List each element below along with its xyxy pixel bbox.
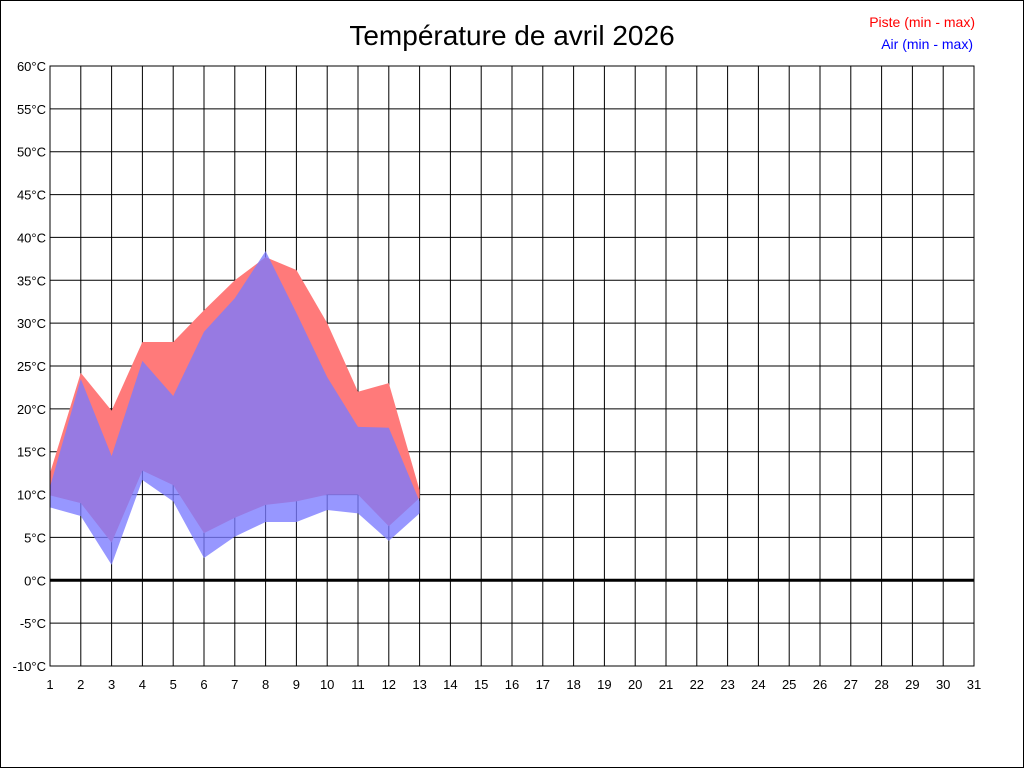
x-tick-label: 23	[720, 677, 734, 692]
y-tick-label: 0°C	[24, 573, 46, 588]
x-tick-label: 26	[813, 677, 827, 692]
x-tick-label: 6	[200, 677, 207, 692]
x-tick-label: 4	[139, 677, 146, 692]
y-tick-label: 55°C	[17, 102, 46, 117]
x-tick-label: 18	[566, 677, 580, 692]
tick-labels: 1 2 3 4 5 6 7 8 9 10 11 12 13 14 15 16 17 18 19 20 21 22 23 24 2…	[13, 59, 982, 692]
axes	[49, 65, 975, 667]
x-tick-label: 27	[844, 677, 858, 692]
x-tick-label: 28	[874, 677, 888, 692]
x-tick-label: 20	[628, 677, 642, 692]
x-tick-label: 24	[751, 677, 765, 692]
y-tick-label: -5°C	[20, 616, 46, 631]
y-tick-label: 45°C	[17, 188, 46, 203]
legend-entry-piste: Piste (min - max)	[869, 14, 975, 30]
x-tick-label: 31	[967, 677, 981, 692]
x-tick-label: 22	[690, 677, 704, 692]
x-tick-label: 13	[412, 677, 426, 692]
x-tick-label: 10	[320, 677, 334, 692]
x-tick-label: 21	[659, 677, 673, 692]
x-tick-label: 19	[597, 677, 611, 692]
x-tick-label: 16	[505, 677, 519, 692]
y-tick-label: 30°C	[17, 316, 46, 331]
y-tick-label: -10°C	[13, 659, 46, 674]
x-tick-label: 1	[46, 677, 53, 692]
plot-border	[49, 65, 975, 667]
y-tick-label: 10°C	[17, 488, 46, 503]
x-tick-label: 9	[293, 677, 300, 692]
y-tick-label: 15°C	[17, 445, 46, 460]
x-tick-label: 11	[351, 677, 365, 692]
y-tick-label: 40°C	[17, 230, 46, 245]
y-tick-label: 50°C	[17, 145, 46, 160]
y-tick-label: 5°C	[24, 530, 46, 545]
x-tick-label: 30	[936, 677, 950, 692]
x-tick-label: 25	[782, 677, 796, 692]
x-tick-label: 2	[77, 677, 84, 692]
x-tick-label: 5	[170, 677, 177, 692]
y-tick-label: 25°C	[17, 359, 46, 374]
x-tick-label: 7	[231, 677, 238, 692]
y-tick-label: 35°C	[17, 273, 46, 288]
x-tick-label: 3	[108, 677, 115, 692]
legend-entry-air: Air (min - max)	[881, 36, 973, 52]
x-tick-label: 14	[443, 677, 457, 692]
x-tick-label: 15	[474, 677, 488, 692]
x-tick-label: 12	[382, 677, 396, 692]
x-tick-label: 17	[536, 677, 550, 692]
chart-title: Température de avril 2026	[349, 20, 674, 51]
x-tick-label: 8	[262, 677, 269, 692]
y-tick-label: 60°C	[17, 59, 46, 74]
area-air	[50, 251, 420, 565]
x-tick-label: 29	[905, 677, 919, 692]
series-areas	[50, 251, 420, 565]
y-tick-label: 20°C	[17, 402, 46, 417]
